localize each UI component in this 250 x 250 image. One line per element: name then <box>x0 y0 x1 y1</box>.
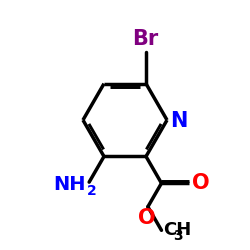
Text: 2: 2 <box>87 184 97 198</box>
Text: 3: 3 <box>174 229 183 243</box>
Text: NH: NH <box>53 175 86 194</box>
Text: O: O <box>138 208 156 228</box>
Text: Br: Br <box>132 29 158 49</box>
Text: N: N <box>170 111 187 131</box>
Text: CH: CH <box>163 221 191 239</box>
Text: O: O <box>192 173 210 193</box>
